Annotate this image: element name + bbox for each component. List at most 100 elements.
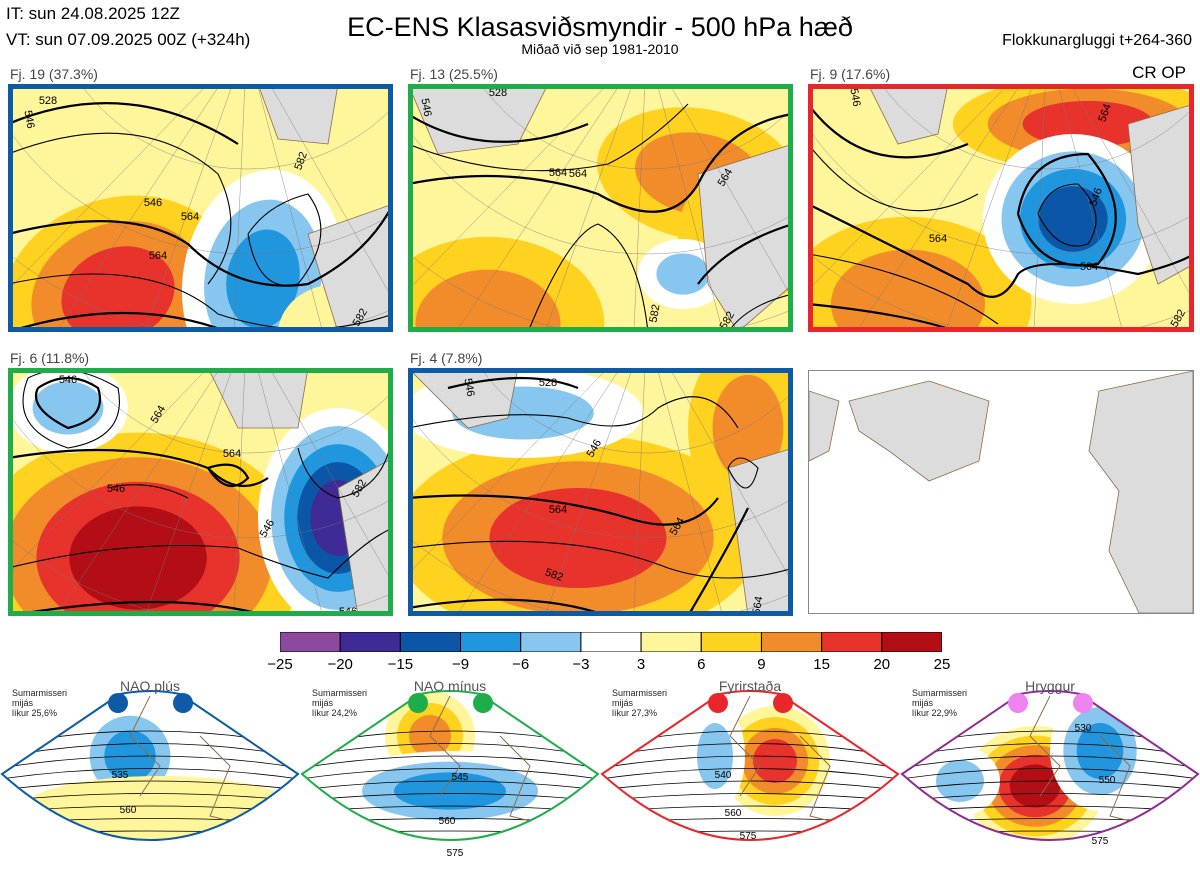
regime-info: Sumarmisseri mijás líkur 22,9% bbox=[912, 688, 967, 718]
meridian bbox=[257, 368, 323, 616]
meridian bbox=[8, 368, 209, 575]
colorbar-bin bbox=[460, 632, 522, 652]
anomaly-shading bbox=[415, 269, 561, 332]
contour-label: 564 bbox=[181, 211, 199, 223]
contour-label: 546 bbox=[847, 87, 862, 107]
height-contour bbox=[408, 598, 609, 616]
parallel bbox=[80, 84, 393, 170]
regime-contour bbox=[2, 743, 298, 758]
height-contour bbox=[697, 222, 793, 285]
land-mass bbox=[408, 84, 549, 155]
regime-contour bbox=[302, 793, 598, 802]
colorbar-bin bbox=[760, 632, 823, 652]
anomaly-shading bbox=[32, 381, 104, 435]
height-contour bbox=[808, 103, 969, 159]
contour-label: 564 bbox=[149, 250, 167, 262]
regime-contour-label: 530 bbox=[1075, 723, 1092, 734]
regime-contour-label: 550 bbox=[1099, 775, 1116, 786]
regime-info-line: mijás bbox=[912, 698, 934, 708]
regime-dot bbox=[1008, 693, 1028, 713]
land-mass bbox=[337, 457, 393, 616]
height-contour bbox=[107, 484, 189, 499]
regime-info: Sumarmisseri mijás líkur 27,3% bbox=[612, 688, 667, 718]
regime-contour bbox=[600, 844, 900, 846]
regime-contour-label: 545 bbox=[452, 772, 469, 783]
contour-label: 546 bbox=[144, 197, 162, 209]
meridian bbox=[856, 84, 1022, 332]
anomaly-shading bbox=[656, 253, 710, 295]
contour-label: 564 bbox=[1080, 261, 1098, 273]
colorbar-tick-label: −3 bbox=[572, 656, 590, 673]
contour-label: 564 bbox=[549, 504, 567, 516]
regime-info-line: Sumarmisseri bbox=[312, 688, 368, 698]
contour-label: 546 bbox=[418, 97, 433, 117]
contour-label: 582 bbox=[292, 150, 310, 171]
regime-info-line: Sumarmisseri bbox=[612, 688, 668, 698]
anomaly-shading bbox=[1022, 100, 1154, 148]
height-contour bbox=[8, 102, 239, 145]
cluster-map-3: 546564546564564582 bbox=[808, 84, 1194, 332]
initial-time: IT: sun 24.08.2025 12Z bbox=[6, 4, 180, 23]
regime-frame bbox=[900, 690, 1200, 841]
regime-dot bbox=[773, 693, 793, 713]
parallel bbox=[80, 368, 393, 454]
regime-contour-label: 560 bbox=[120, 805, 137, 816]
contour-label: 564 bbox=[569, 168, 587, 180]
land-mass bbox=[207, 368, 309, 429]
land-mass bbox=[697, 143, 793, 332]
meridian bbox=[657, 368, 723, 616]
height-contour bbox=[408, 540, 793, 579]
contour-label: 564 bbox=[1096, 102, 1114, 123]
meridian bbox=[233, 368, 246, 616]
contour-label: 528 bbox=[39, 95, 57, 107]
subtitle: Miðað við sep 1981-2010 bbox=[521, 41, 679, 57]
height-contour bbox=[8, 448, 269, 488]
land-mass bbox=[848, 380, 990, 482]
land-mass bbox=[1127, 103, 1194, 285]
height-contour bbox=[35, 377, 102, 430]
cluster-label-5: Fj. 4 (7.8%) bbox=[410, 350, 483, 366]
colorbar-tick-label: 20 bbox=[873, 656, 891, 673]
land-mass bbox=[809, 390, 840, 462]
cluster-map-1: 528546546564564582582 bbox=[8, 84, 393, 332]
cluster-label-1: Fj. 19 (37.3%) bbox=[10, 66, 98, 82]
contour-label: 528 bbox=[539, 377, 557, 389]
contour-label: 564 bbox=[223, 448, 241, 460]
anomaly-shading bbox=[61, 246, 175, 332]
colorbar-bin bbox=[280, 632, 341, 652]
meridian bbox=[269, 368, 393, 584]
height-contour bbox=[808, 143, 979, 212]
regime-contour-label: 560 bbox=[725, 808, 742, 819]
height-contour bbox=[687, 507, 749, 616]
regime-dot bbox=[108, 693, 128, 713]
height-contour bbox=[247, 193, 322, 286]
regime-contour-label: 575 bbox=[447, 848, 464, 859]
colorbar-tick-label: 3 bbox=[636, 656, 646, 673]
colorbar-tick-label: −20 bbox=[327, 656, 353, 673]
contour-label: 546 bbox=[107, 483, 125, 495]
colorbar-bin bbox=[520, 632, 582, 652]
regime-info-line: líkur 22,9% bbox=[912, 708, 958, 718]
meridian bbox=[669, 368, 793, 584]
regime-contour bbox=[302, 743, 598, 758]
parallel bbox=[808, 127, 1194, 255]
colorbar-tick-label: 15 bbox=[813, 656, 830, 673]
regime-info-line: líkur 25,6% bbox=[12, 708, 58, 718]
regime-nao-plus: 535 560 NAO plús Sumarmisseri mijás líkur 25,… bbox=[0, 676, 300, 871]
regime-contour-label: 535 bbox=[112, 770, 129, 781]
regime-info-line: mijás bbox=[12, 698, 34, 708]
cluster-label-3: Fj. 9 (17.6%) bbox=[810, 66, 891, 82]
parallel bbox=[480, 84, 793, 170]
regime-info: Sumarmisseri mijás líkur 25,6% bbox=[12, 688, 67, 718]
colorbar-bin bbox=[821, 632, 883, 652]
parallel bbox=[408, 128, 793, 255]
height-contour bbox=[408, 113, 589, 143]
colorbar-tick-label: −9 bbox=[451, 656, 470, 673]
regime-contour bbox=[602, 743, 898, 758]
height-contour bbox=[1016, 152, 1117, 267]
empty-land-map bbox=[808, 370, 1194, 614]
regime-dot bbox=[1073, 693, 1093, 713]
regime-contour bbox=[902, 768, 1198, 780]
regime-contour bbox=[602, 768, 898, 780]
colorbar-bin bbox=[640, 632, 702, 652]
